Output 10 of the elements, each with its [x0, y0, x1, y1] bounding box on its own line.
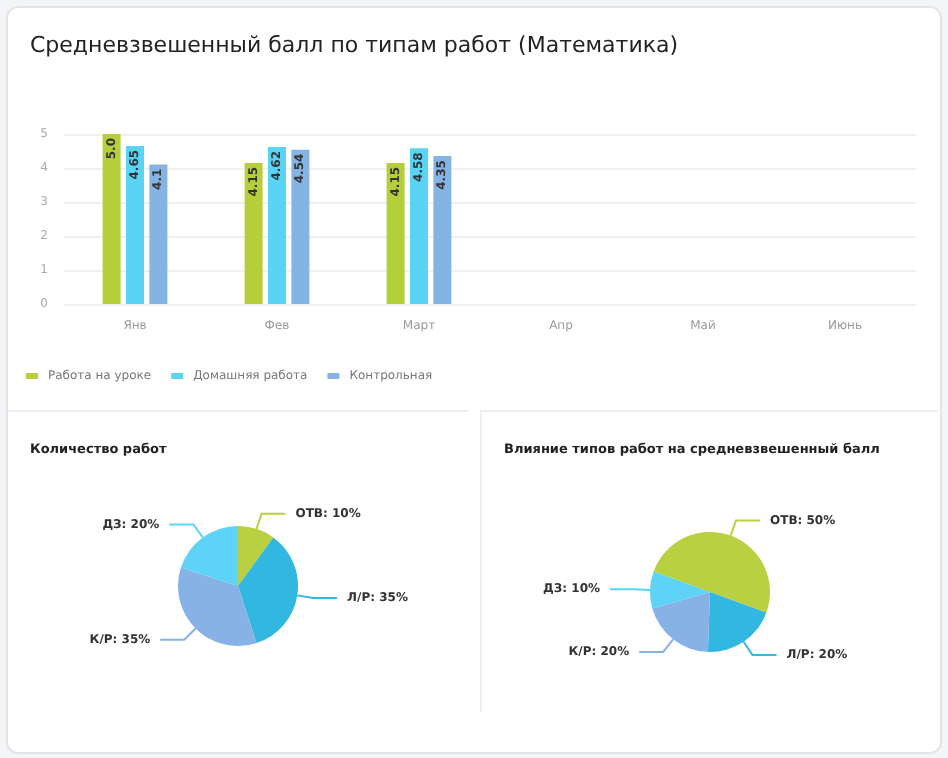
bar: [433, 156, 452, 304]
chart-title: Средневзвешенный балл по типам работ (Математика): [30, 32, 679, 58]
bar: [126, 145, 144, 304]
bar: [291, 149, 310, 304]
bar: [268, 146, 286, 304]
bar: [386, 162, 405, 304]
bar: [149, 164, 168, 304]
bar: [244, 162, 263, 304]
bar: [410, 148, 428, 304]
bar: [102, 134, 121, 304]
